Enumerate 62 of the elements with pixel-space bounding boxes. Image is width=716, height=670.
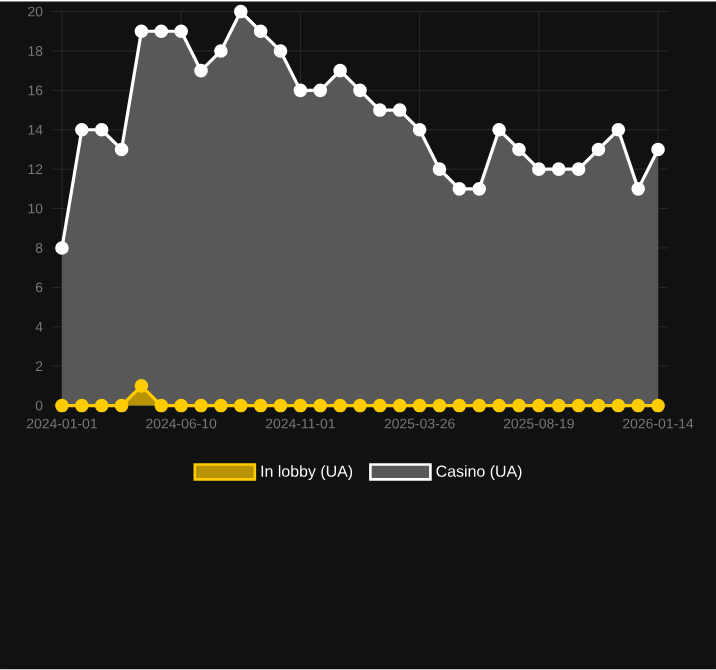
point: [233, 398, 248, 413]
point: [313, 83, 328, 98]
point: [452, 398, 467, 413]
point: [233, 4, 248, 19]
point: [452, 182, 467, 196]
point: [194, 64, 208, 78]
point: [392, 103, 407, 118]
point: [532, 398, 546, 413]
point: [174, 398, 188, 413]
point: [214, 44, 228, 58]
point: [253, 398, 268, 413]
point: [114, 398, 129, 413]
point: [532, 162, 546, 177]
point: [591, 398, 606, 413]
point: [353, 398, 367, 413]
point: [412, 123, 427, 137]
point: [373, 398, 387, 413]
point: [472, 398, 487, 413]
point: [392, 398, 407, 413]
point: [611, 123, 626, 137]
point: [611, 398, 626, 413]
point: [293, 83, 308, 98]
point: [333, 398, 347, 413]
point: [631, 182, 645, 196]
point: [492, 123, 506, 137]
point: [651, 398, 665, 413]
point: [293, 398, 308, 413]
point: [75, 398, 89, 413]
point: [373, 103, 387, 118]
point: [55, 241, 69, 255]
point: [551, 398, 566, 413]
point: [651, 142, 665, 157]
point: [253, 24, 268, 39]
point: [55, 398, 69, 413]
point: [134, 24, 149, 39]
point: [134, 379, 149, 393]
point: [512, 142, 526, 157]
point: [94, 123, 109, 137]
point: [333, 64, 347, 78]
point: [214, 398, 228, 413]
point: [174, 24, 188, 39]
point: [631, 398, 645, 413]
point: [591, 142, 606, 157]
point: [154, 398, 169, 413]
point: [114, 142, 129, 157]
point: [353, 83, 367, 98]
point: [273, 44, 288, 58]
point: [571, 162, 586, 177]
point: [492, 398, 506, 413]
point: [94, 398, 109, 413]
point: [432, 398, 447, 413]
point: [512, 398, 526, 413]
point: [412, 398, 427, 413]
point: [571, 398, 586, 413]
point: [194, 398, 208, 413]
point: [273, 398, 288, 413]
point: [313, 398, 328, 413]
point: [551, 162, 566, 177]
point: [75, 123, 89, 137]
point: [432, 162, 447, 177]
point: [472, 182, 487, 196]
point: [154, 24, 169, 39]
